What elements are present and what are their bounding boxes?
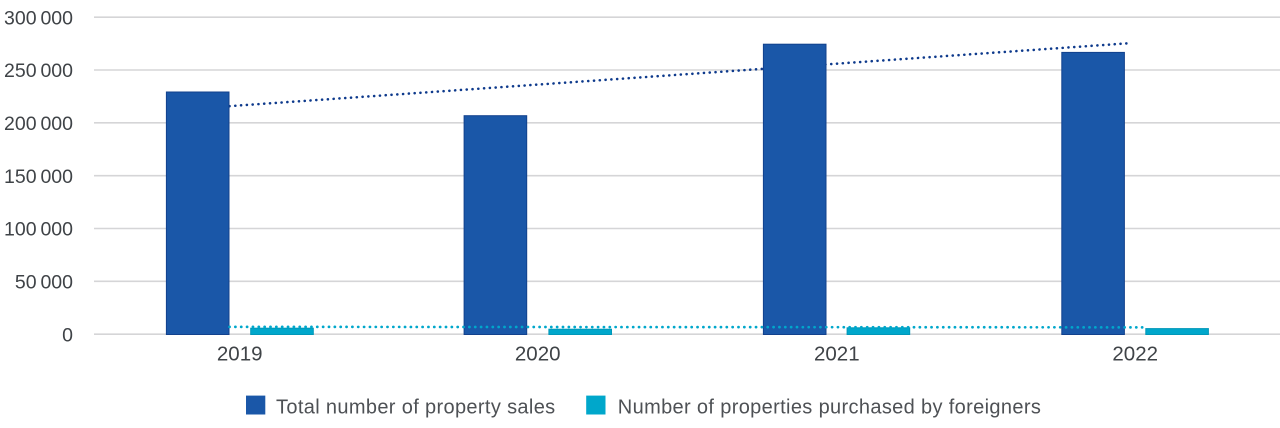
svg-text:50 000: 50 000	[15, 272, 73, 294]
svg-text:2022: 2022	[1112, 342, 1158, 365]
svg-text:2021: 2021	[814, 342, 860, 365]
svg-text:150 000: 150 000	[4, 166, 73, 188]
svg-text:Number of properties purchased: Number of properties purchased by foreig…	[618, 397, 1041, 419]
svg-text:300 000: 300 000	[4, 7, 73, 29]
svg-text:200 000: 200 000	[4, 113, 73, 135]
svg-text:0: 0	[62, 324, 73, 346]
svg-text:2019: 2019	[217, 342, 263, 365]
svg-text:2020: 2020	[515, 342, 561, 365]
svg-text:100 000: 100 000	[4, 219, 73, 241]
svg-text:250 000: 250 000	[4, 60, 73, 82]
svg-text:Total number of property sales: Total number of property sales	[276, 397, 556, 419]
